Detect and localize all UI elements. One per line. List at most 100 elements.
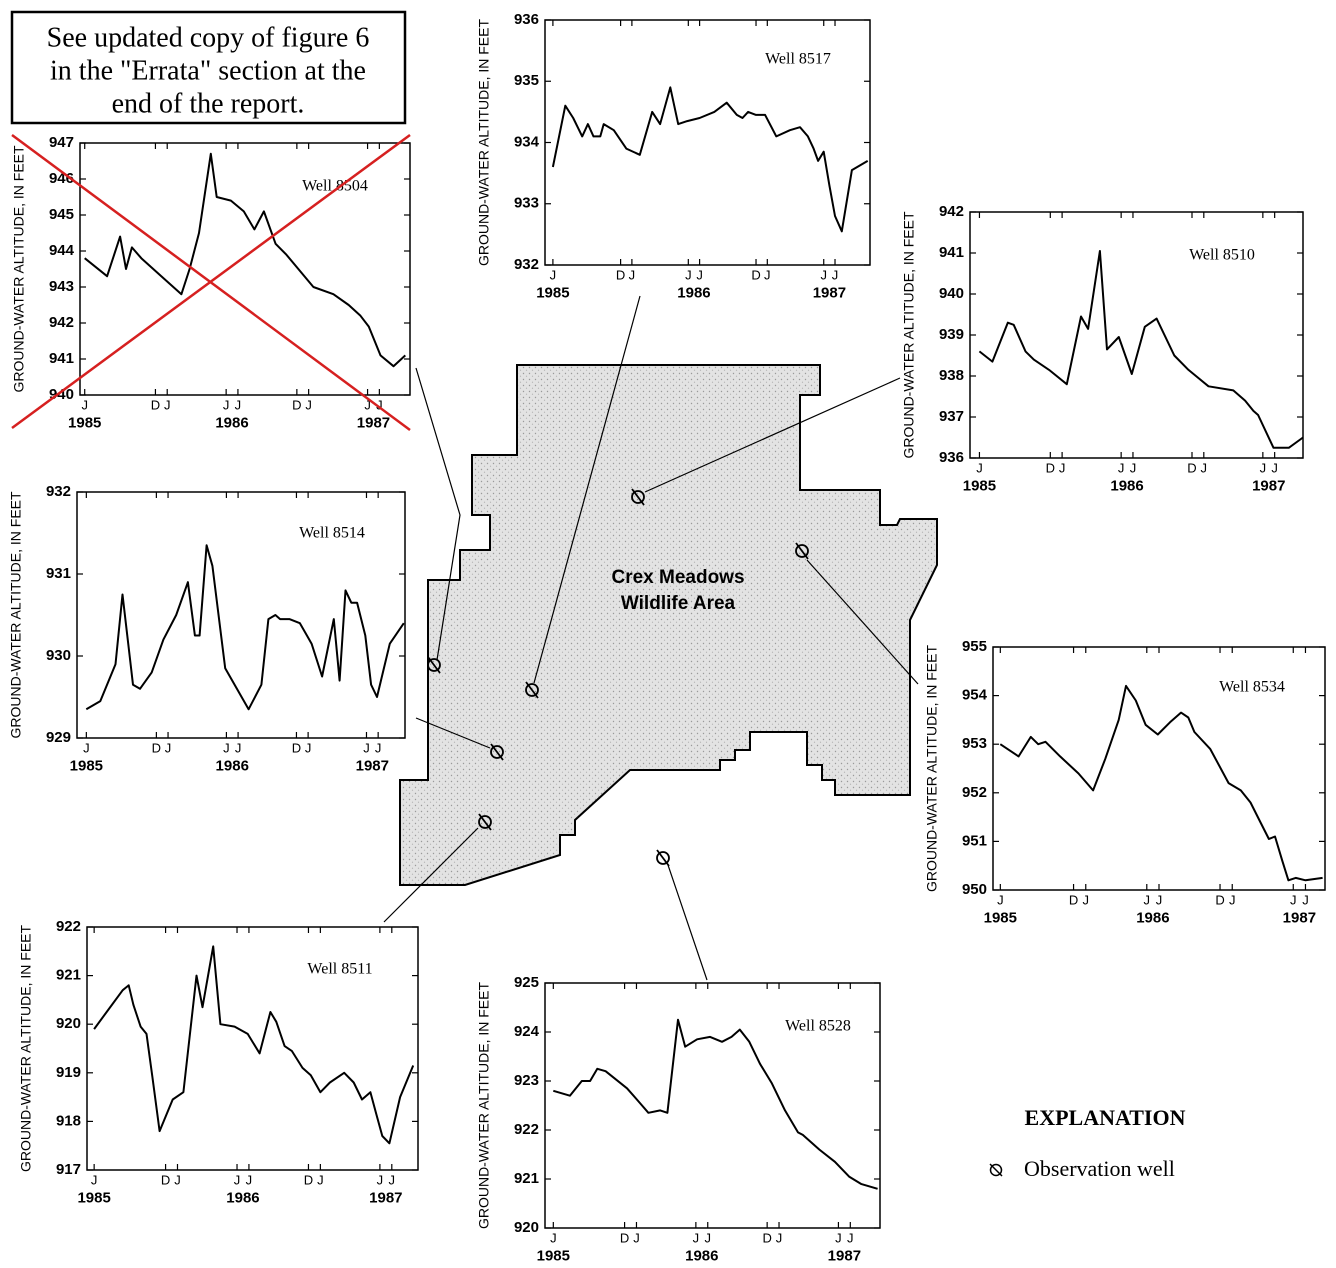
year-label: 1987 xyxy=(356,757,389,774)
x-tick-label: J xyxy=(377,1173,384,1188)
x-tick-label: J xyxy=(317,1173,324,1188)
year-label: 1987 xyxy=(1283,909,1316,926)
x-tick-label: J xyxy=(997,893,1004,908)
errata-line: See updated copy of figure 6 xyxy=(47,22,370,53)
x-tick-label: J xyxy=(1156,893,1163,908)
y-tick-label: 932 xyxy=(514,256,539,273)
year-label: 1987 xyxy=(357,414,390,431)
y-tick-label: 953 xyxy=(962,735,987,752)
y-tick-label: 941 xyxy=(49,350,74,367)
y-tick-label: 921 xyxy=(514,1170,539,1187)
x-tick-label: D xyxy=(292,398,301,413)
plot-frame xyxy=(79,142,411,396)
y-tick-label: 919 xyxy=(56,1064,81,1081)
y-axis-label: GROUND-WATER ALTITUDE, IN FEET xyxy=(476,19,492,267)
x-tick-label: J xyxy=(696,268,703,283)
explanation-title: EXPLANATION xyxy=(1025,1105,1186,1130)
y-tick-label: 931 xyxy=(46,565,71,582)
x-tick-label: J xyxy=(1118,461,1125,476)
y-tick-label: 952 xyxy=(962,784,987,801)
x-tick-label: J xyxy=(704,1231,711,1246)
x-tick-label: J xyxy=(91,1173,98,1188)
chart-title: Well 8534 xyxy=(1219,679,1285,696)
well-symbol xyxy=(989,1163,1003,1177)
year-label: 1985 xyxy=(537,1247,570,1264)
year-label: 1987 xyxy=(1252,477,1285,494)
y-tick-label: 921 xyxy=(56,967,81,984)
y-tick-label: 935 xyxy=(514,72,539,89)
x-tick-label: J xyxy=(83,741,90,756)
x-tick-label: D xyxy=(616,268,625,283)
x-tick-label: J xyxy=(832,268,839,283)
x-tick-label: J xyxy=(223,741,230,756)
y-tick-label: 951 xyxy=(962,832,987,849)
year-label: 1987 xyxy=(813,284,846,301)
explanation: EXPLANATION Observation well xyxy=(989,1105,1186,1181)
explanation-item: Observation well xyxy=(1024,1156,1175,1181)
x-tick-label: J xyxy=(234,1173,241,1188)
y-tick-label: 925 xyxy=(514,974,539,991)
chart-title: Well 8514 xyxy=(299,525,365,542)
x-tick-label: J xyxy=(776,1231,783,1246)
y-tick-label: 934 xyxy=(514,133,540,150)
plot-frame xyxy=(544,982,881,1229)
x-tick-label: J xyxy=(364,398,371,413)
year-label: 1987 xyxy=(828,1247,861,1264)
x-tick-label: J xyxy=(164,398,171,413)
x-tick-label: J xyxy=(693,1231,700,1246)
x-tick-label: J xyxy=(835,1231,842,1246)
x-tick-label: J xyxy=(550,1231,557,1246)
x-tick-label: J xyxy=(764,268,771,283)
x-tick-label: D xyxy=(1215,893,1224,908)
x-tick-label: D xyxy=(751,268,760,283)
hydrograph-line xyxy=(999,684,1323,882)
chart-title: Well 8528 xyxy=(785,1018,851,1035)
y-tick-label: 955 xyxy=(962,638,987,655)
x-tick-label: J xyxy=(389,1173,396,1188)
x-tick-label: J xyxy=(235,398,242,413)
y-tick-label: 938 xyxy=(939,367,964,384)
y-tick-label: 936 xyxy=(939,449,964,466)
hydrograph-line xyxy=(978,250,1304,449)
x-tick-label: J xyxy=(363,741,370,756)
x-tick-label: J xyxy=(550,268,557,283)
year-label: 1986 xyxy=(677,284,710,301)
chart-title: Well 8517 xyxy=(765,51,831,68)
x-tick-label: J xyxy=(165,741,172,756)
hydrograph-line xyxy=(551,86,869,233)
x-tick-label: J xyxy=(629,268,636,283)
plot-frame xyxy=(992,646,1326,891)
x-tick-label: J xyxy=(223,398,230,413)
leader-lines xyxy=(383,295,919,981)
y-tick-label: 947 xyxy=(49,134,74,151)
chart-title: Well 8510 xyxy=(1189,247,1255,264)
x-tick-label: D xyxy=(620,1231,629,1246)
y-tick-label: 950 xyxy=(962,881,987,898)
y-tick-label: 940 xyxy=(939,285,964,302)
year-label: 1986 xyxy=(1136,909,1169,926)
year-label: 1985 xyxy=(70,757,103,774)
year-label: 1986 xyxy=(1110,477,1143,494)
y-tick-label: 936 xyxy=(514,11,539,28)
y-tick-label: 940 xyxy=(49,386,74,403)
x-tick-label: J xyxy=(305,741,312,756)
y-tick-label: 917 xyxy=(56,1161,81,1178)
hydrograph-line xyxy=(553,1018,878,1190)
year-label: 1987 xyxy=(369,1189,402,1206)
y-tick-label: 924 xyxy=(514,1023,540,1040)
y-tick-label: 922 xyxy=(514,1121,539,1138)
x-tick-label: J xyxy=(820,268,827,283)
year-label: 1986 xyxy=(685,1247,718,1264)
year-label: 1986 xyxy=(216,757,249,774)
x-tick-label: D xyxy=(762,1231,771,1246)
errata-box: See updated copy of figure 6 in the "Err… xyxy=(10,10,407,125)
x-tick-label: J xyxy=(685,268,692,283)
y-tick-label: 929 xyxy=(46,729,71,746)
y-tick-label: 944 xyxy=(49,242,75,259)
y-tick-label: 918 xyxy=(56,1112,81,1129)
x-tick-label: J xyxy=(633,1231,640,1246)
